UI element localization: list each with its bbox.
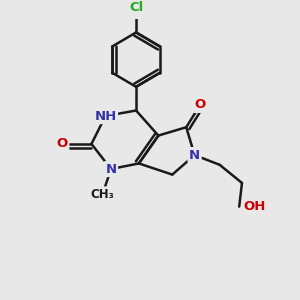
Text: O: O [194, 98, 206, 111]
Text: N: N [189, 148, 200, 162]
Text: OH: OH [243, 200, 266, 213]
Text: N: N [105, 163, 116, 176]
Text: NH: NH [94, 110, 116, 123]
Text: Cl: Cl [129, 1, 143, 14]
Text: CH₃: CH₃ [91, 188, 115, 201]
Text: O: O [57, 137, 68, 150]
